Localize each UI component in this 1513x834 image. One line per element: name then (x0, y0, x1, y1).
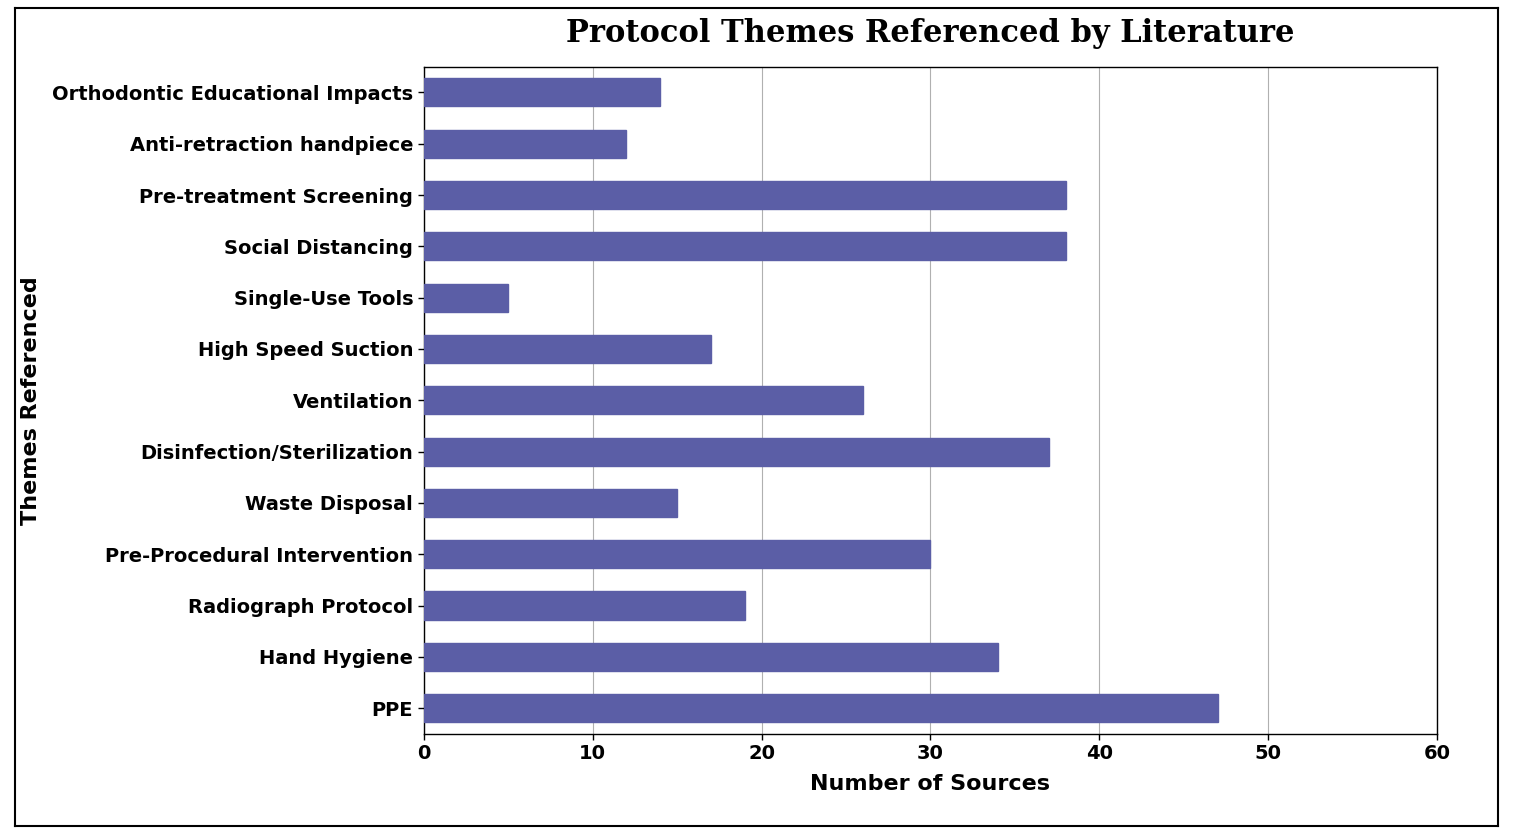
Bar (424, 591, 744, 620)
Bar (424, 181, 1065, 209)
Bar (424, 694, 1218, 722)
Bar (424, 643, 999, 671)
Bar (424, 284, 508, 312)
Bar (424, 129, 626, 158)
Bar (424, 438, 1049, 465)
Bar (424, 386, 862, 414)
Bar (424, 335, 711, 363)
Bar (424, 489, 678, 517)
X-axis label: Number of Sources: Number of Sources (811, 775, 1050, 795)
Bar (424, 78, 660, 107)
Title: Protocol Themes Referenced by Literature: Protocol Themes Referenced by Literature (566, 18, 1295, 48)
Y-axis label: Themes Referenced: Themes Referenced (21, 276, 41, 525)
Bar (424, 540, 930, 569)
Bar (424, 232, 1065, 260)
